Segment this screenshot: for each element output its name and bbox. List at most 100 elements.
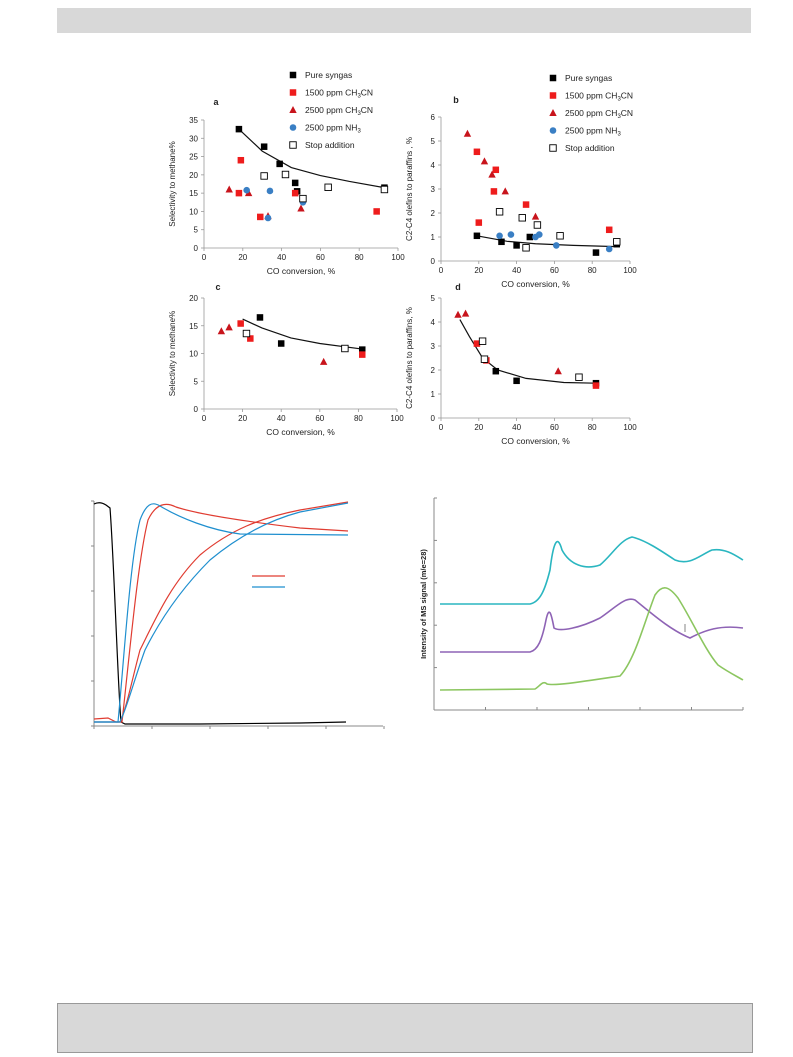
- data-point: [260, 172, 268, 180]
- legend-marker: [289, 71, 297, 79]
- legend-label: 2500 ppm NH3: [565, 126, 621, 138]
- legend-label: Pure syngas: [305, 70, 352, 80]
- y-tick-label: 3: [431, 185, 436, 194]
- data-point: [237, 320, 244, 327]
- header-bar: [57, 8, 751, 33]
- y-tick-label: 5: [194, 226, 199, 235]
- x-tick-label: 60: [315, 414, 324, 423]
- data-point: [473, 340, 481, 347]
- x-tick-label: 0: [439, 266, 444, 275]
- ms-y-axis-label: Intensity of MS signal (m/e=28): [419, 549, 428, 659]
- y-tick-label: 3: [431, 342, 436, 351]
- panel-letter: a: [213, 97, 219, 107]
- data-point: [461, 309, 470, 317]
- data-point: [492, 166, 500, 174]
- x-tick-label: 20: [238, 253, 247, 262]
- data-point: [526, 233, 534, 241]
- legend-label: 2500 ppm CH3CN: [565, 108, 633, 120]
- data-point: [276, 160, 283, 168]
- y-tick-label: 1: [431, 233, 436, 242]
- data-point: [533, 221, 542, 229]
- data-point: [299, 194, 307, 203]
- data-point: [235, 125, 243, 133]
- transient-curve-blue-1: [94, 503, 349, 723]
- legend-label: Stop addition: [565, 143, 615, 153]
- legend-marker: [549, 127, 557, 134]
- x-tick-label: 100: [391, 253, 405, 262]
- x-tick-label: 80: [354, 414, 363, 423]
- legend-marker: [289, 141, 297, 149]
- y-axis-label: C2-C4 olefins to paraffins, %: [405, 307, 414, 409]
- data-point: [605, 226, 613, 234]
- transient-curve-red-2: [94, 501, 349, 723]
- legend-label: 2500 ppm NH3: [305, 123, 361, 135]
- y-tick-label: 0: [194, 405, 199, 414]
- legend-label: 1500 ppm CH3CN: [305, 88, 373, 100]
- data-point: [480, 157, 489, 165]
- legend-label: Stop addition: [305, 140, 355, 150]
- data-point: [324, 183, 332, 191]
- x-tick-label: 40: [512, 266, 521, 275]
- fit-curve: [242, 318, 363, 350]
- data-point: [473, 148, 481, 156]
- panel-letter: b: [453, 95, 459, 105]
- data-point: [291, 179, 299, 187]
- data-point: [247, 335, 254, 342]
- x-axis-label: CO conversion, %: [267, 266, 336, 276]
- y-tick-label: 5: [431, 294, 436, 303]
- panel-letter: d: [455, 282, 461, 292]
- data-point: [319, 357, 328, 365]
- x-tick-label: 0: [439, 423, 444, 432]
- data-point: [359, 346, 366, 353]
- y-tick-label: 0: [194, 244, 199, 253]
- data-point: [492, 367, 500, 375]
- y-tick-label: 10: [189, 350, 198, 359]
- ms-curve-purple: [440, 598, 744, 653]
- data-point: [496, 232, 503, 240]
- data-point: [217, 327, 226, 335]
- data-point: [531, 212, 540, 220]
- y-tick-label: 30: [189, 134, 198, 143]
- y-tick-label: 10: [189, 207, 198, 216]
- data-point: [297, 204, 305, 212]
- y-tick-label: 4: [431, 161, 436, 170]
- y-tick-label: 25: [189, 153, 198, 162]
- legend-marker: [549, 109, 557, 116]
- data-point: [242, 329, 251, 338]
- data-point: [535, 231, 543, 238]
- legend-marker: [289, 106, 297, 113]
- data-point: [463, 129, 472, 137]
- data-point: [575, 373, 583, 381]
- y-tick-label: 0: [431, 414, 436, 423]
- x-tick-label: 60: [550, 423, 559, 432]
- data-point: [522, 244, 530, 252]
- y-tick-label: 5: [431, 137, 436, 146]
- data-point: [522, 201, 530, 208]
- data-point: [225, 185, 233, 193]
- data-point: [257, 213, 264, 221]
- footer-box: [57, 1003, 753, 1053]
- data-point: [513, 377, 520, 385]
- data-point: [501, 187, 509, 195]
- data-point: [256, 314, 264, 321]
- x-tick-label: 40: [512, 423, 521, 432]
- x-tick-label: 100: [623, 423, 637, 432]
- data-point: [237, 156, 245, 164]
- y-axis-label: Selectivity to methane%: [168, 311, 177, 396]
- data-point: [359, 351, 366, 358]
- y-tick-label: 35: [189, 116, 198, 125]
- data-point: [490, 188, 498, 195]
- data-point: [260, 143, 268, 150]
- x-tick-label: 100: [623, 266, 637, 275]
- data-point: [380, 185, 389, 194]
- y-axis-label: Selectivity to methane%: [168, 141, 177, 226]
- x-tick-label: 80: [355, 253, 364, 262]
- y-tick-label: 0: [431, 257, 436, 266]
- legend-marker: [549, 74, 557, 82]
- y-tick-label: 20: [189, 294, 198, 303]
- data-point: [507, 231, 515, 238]
- data-point: [480, 355, 489, 363]
- y-tick-label: 20: [189, 171, 198, 180]
- data-point: [373, 208, 380, 215]
- data-point: [613, 238, 621, 246]
